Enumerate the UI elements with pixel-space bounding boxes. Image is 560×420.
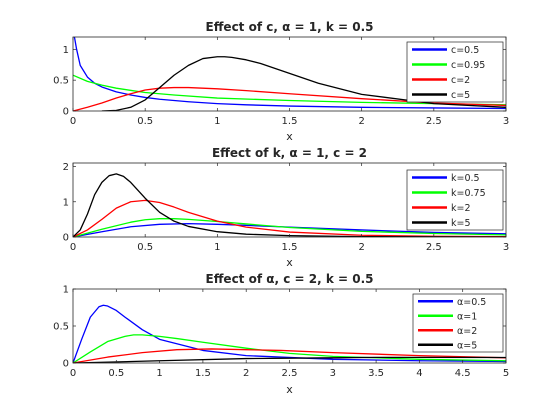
legend-label: c=0.95 [451,60,485,71]
series-line [73,222,506,237]
legend-label: c=2 [451,75,470,86]
x-tick-label: 1.5 [282,242,298,253]
y-tick-label: 0.5 [53,322,69,333]
series-line [73,74,506,106]
subplot-effect-of-alpha: Effect of α, c = 2, k = 0.5 0 0.5 1 1.5 2 2.5… [53,272,509,396]
x-tick-label: 3 [503,242,509,253]
legend-label: α=2 [457,326,477,337]
x-tick-label: 2 [243,368,249,379]
x-axis-label: x [286,130,293,143]
subplot-effect-of-k: Effect of k, α = 1, c = 2 0 0.5 1 1.5 2 2.5 3 0… [63,146,510,269]
subplot-title: Effect of α, c = 2, k = 0.5 [206,272,374,286]
subplot-title: Effect of c, α = 1, k = 0.5 [206,20,374,34]
legend-label: k=2 [451,203,471,214]
x-tick-label: 1 [214,242,220,253]
legend-label: c=0.5 [451,45,479,56]
y-tick-label: 1 [63,285,69,296]
legend-label: k=5 [451,218,471,229]
x-tick-label: 0.5 [137,242,153,253]
x-tick-label: 2.5 [426,116,442,127]
x-tick-label: 1 [156,368,162,379]
legend-box [406,41,504,103]
y-tick-label: 0.5 [53,76,69,87]
subplot-title: Effect of k, α = 1, c = 2 [212,146,367,160]
x-tick-label: 2 [358,116,364,127]
x-axis-label: x [286,383,293,396]
x-tick-label: 1 [214,116,220,127]
legend: c=0.5 c=0.95 c=2 c=5 [406,41,504,103]
x-tick-label: 0.5 [137,116,153,127]
legend-box [412,293,504,353]
y-tick-label: 0 [63,233,69,244]
legend-label: c=5 [451,90,470,101]
x-tick-label: 0 [70,242,76,253]
subplot-effect-of-c: Effect of c, α = 1, k = 0.5 0 0.5 1 1.5 2 2.5… [53,20,509,143]
y-tick-label: 0 [63,359,69,370]
x-tick-label: 0 [70,368,76,379]
legend: α=0.5 α=1 α=2 α=5 [412,293,504,353]
series-line [73,37,506,110]
legend-label: k=0.5 [451,173,480,184]
series-line [73,334,506,363]
x-tick-label: 2.5 [426,242,442,253]
legend-label: α=0.5 [457,297,486,308]
x-tick-label: 4.5 [455,368,471,379]
x-tick-label: 3.5 [368,368,384,379]
series-line [73,348,506,363]
y-tick-label: 1 [63,197,69,208]
series-line [101,56,506,111]
x-tick-label: 3 [503,116,509,127]
x-tick-label: 1.5 [195,368,211,379]
series-line [73,173,506,237]
legend: k=0.5 k=0.75 k=2 k=5 [406,169,504,231]
x-tick-label: 3 [330,368,336,379]
x-tick-label: 0 [70,116,76,127]
legend-label: k=0.75 [451,188,486,199]
x-tick-label: 1.5 [282,116,298,127]
y-tick-label: 2 [63,162,69,173]
y-tick-label: 1 [63,45,69,56]
legend-label: α=1 [457,311,477,322]
x-tick-label: 4 [416,368,422,379]
x-tick-label: 0.5 [108,368,124,379]
x-tick-label: 2.5 [282,368,298,379]
series-line [73,86,506,111]
series-line [73,199,506,237]
series-line [73,218,506,237]
x-axis-label: x [286,256,293,269]
x-tick-label: 2 [358,242,364,253]
y-tick-label: 0 [63,107,69,118]
legend-label: α=5 [457,340,477,351]
x-tick-label: 5 [503,368,509,379]
legend-box [406,169,504,231]
